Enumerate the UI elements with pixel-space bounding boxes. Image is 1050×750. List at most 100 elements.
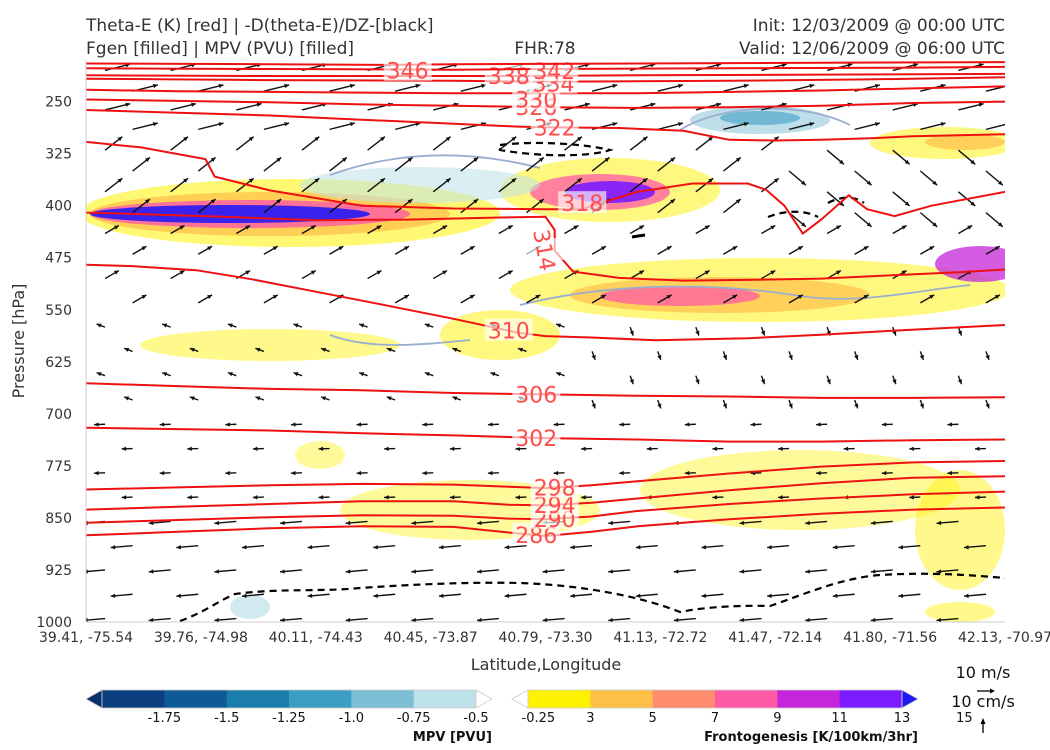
theta-e-label-bg [530, 60, 579, 82]
wind-vector-head [732, 294, 738, 299]
wind-vector-head [121, 446, 127, 451]
title-line-2: Fgen [filled] | MPV (PVU) [filled] [86, 39, 354, 59]
wind-vector-head [210, 199, 216, 204]
colorbar-swatch [777, 690, 841, 708]
x-tick-label: 41.47, -72.14 [728, 630, 822, 646]
mpv-outline-upper [329, 154, 541, 176]
theta-e-label-bg [520, 237, 569, 260]
wind-vector-head [816, 422, 821, 427]
x-tick-label: 41.80, -71.56 [843, 630, 937, 646]
wind-vector-head [835, 225, 841, 230]
colorbar-swatch [164, 690, 228, 708]
wind-vector-head [866, 222, 872, 227]
wind-vector-head [608, 569, 613, 574]
wind-vector-head [936, 569, 942, 574]
wind-vector-head [96, 372, 102, 377]
colorbar-swatch [652, 690, 716, 708]
wind-vector-head [442, 270, 448, 275]
wind-vector-head [449, 495, 455, 500]
fgen-lower-right-yellow [640, 450, 960, 530]
wind-vector-head [835, 270, 841, 275]
fgen-core-upper-left [90, 205, 370, 223]
wind-vector-head [936, 520, 942, 526]
colorbar-extend-high [475, 689, 493, 709]
wind-vector-head [411, 520, 417, 526]
theta-e-contour-318 [86, 140, 1005, 235]
wind-vector-head [666, 246, 672, 251]
colorbar-swatch [413, 690, 477, 708]
wind-vector-head [678, 122, 683, 127]
wind-vector-head [964, 545, 969, 550]
wind-vector-head [473, 199, 479, 204]
wind-vector-head [438, 593, 444, 598]
wind-vector-head [875, 83, 880, 89]
wind-vector-head [124, 396, 130, 401]
wind-vector [985, 123, 1005, 131]
wind-vector-head [739, 520, 745, 526]
wind-vector-head [881, 470, 887, 476]
wind-vector-head [227, 323, 233, 328]
wind-vector-head [576, 136, 582, 142]
wind-vector-head [214, 569, 220, 574]
y-tick-label: 625 [45, 355, 72, 371]
wind-vector-head [310, 225, 316, 230]
wind-vector-head [870, 520, 876, 526]
wind-vector-head [712, 495, 717, 500]
wind-vector-head [678, 83, 683, 89]
wind-vector-head [121, 495, 127, 500]
wind-vector-head [832, 593, 838, 598]
wind-vector-head [345, 569, 351, 574]
wind-vector-head [94, 422, 99, 427]
wind-vector-head [189, 396, 195, 401]
wind-vector-head [189, 347, 195, 352]
wind-vector-head [670, 157, 676, 162]
wind-vector-head [290, 422, 296, 427]
wind-vector-head [218, 122, 224, 127]
wind-vector-head [773, 178, 779, 183]
fgen-upper-right-orange [925, 134, 1005, 150]
wind-vector-head [341, 157, 347, 162]
quiver-key-vertical-label: 10 cm/s [951, 692, 1015, 711]
mpv-colorbar: -1.75 -1.5 -1.25 -1.0 -0.75 -0.5 -0.25 [85, 689, 555, 726]
wind-vector-head [356, 422, 362, 427]
wind-vector-head [695, 379, 700, 385]
wind-vector-head [310, 270, 316, 275]
wind-vector-head [863, 294, 869, 299]
wind-vector-head [386, 396, 392, 401]
theta-e-contour-346 [86, 61, 1005, 66]
colorbar-swatch [590, 690, 654, 708]
colorbar-swatch [839, 690, 903, 708]
fgen-lower-left-yellow [295, 441, 345, 469]
x-tick-label: 39.76, -74.98 [154, 630, 248, 646]
wind-vector-head [152, 122, 158, 127]
colorbar-swatch [289, 690, 352, 708]
wind-vector-head [832, 545, 838, 550]
wind-vector-head [241, 593, 247, 598]
wind-vector-head [722, 403, 727, 409]
wind-vector-head [538, 157, 544, 162]
wind-vector-head [321, 396, 327, 401]
quiver-key-vertical-arrowhead [980, 718, 986, 724]
wind-vector-head [504, 593, 510, 598]
wind-vector-head [349, 83, 355, 89]
theta-e-label-bg [383, 60, 432, 81]
wind-vector-head [708, 178, 714, 183]
fgen-bottom-yellow [925, 602, 995, 622]
y-tick-label: 550 [45, 303, 72, 319]
wind-vector-head [272, 246, 278, 251]
colorbar-swatch [715, 690, 778, 708]
wind-vector-head [424, 372, 430, 377]
wind-vector-head [773, 136, 779, 142]
theta-e-label-302: 302 [515, 427, 557, 452]
wind-vector-head [619, 470, 624, 476]
theta-e-label-318: 318 [561, 192, 603, 217]
wind-vector-head [117, 178, 123, 183]
wind-vector-head [490, 372, 496, 377]
wind-vector-head [985, 354, 990, 360]
wind-vector-head [183, 178, 189, 183]
wind-vector-head [411, 617, 416, 622]
fgen-mid-right-purple [935, 246, 1005, 282]
wind-vector-head [847, 63, 853, 68]
y-tick-label: 925 [45, 563, 72, 579]
mpv-colorbar-title: MPV [PVU] [413, 730, 492, 745]
